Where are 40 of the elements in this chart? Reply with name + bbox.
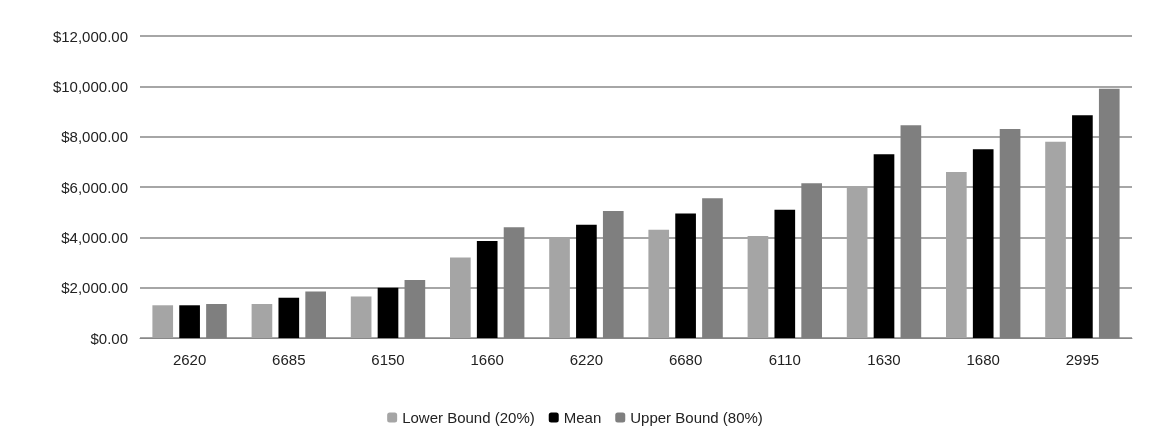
bar <box>450 257 471 338</box>
legend-label: Lower Bound (20%) <box>402 409 535 426</box>
bar <box>1045 141 1066 338</box>
bar <box>675 213 696 338</box>
legend-label: Upper Bound (80%) <box>630 409 763 426</box>
x-tick-label: 6150 <box>371 351 405 368</box>
y-tick-label: $6,000.00 <box>61 178 128 196</box>
x-tick-label: 6220 <box>569 351 604 368</box>
bar <box>774 209 796 338</box>
bar <box>648 229 670 338</box>
y-tick-label: $8,000.00 <box>61 128 128 146</box>
x-tick-label: 1660 <box>470 351 504 368</box>
bar <box>377 287 399 338</box>
legend-label: Mean <box>563 409 602 426</box>
bar <box>946 171 967 338</box>
bar <box>549 237 570 338</box>
x-tick-label: 6685 <box>272 351 306 368</box>
bar <box>873 154 895 338</box>
bar <box>1072 115 1093 338</box>
bar <box>251 304 273 338</box>
bar <box>576 224 597 338</box>
bar <box>350 296 372 338</box>
bar <box>152 305 174 338</box>
x-tick-label: 2620 <box>172 351 207 368</box>
y-tick-label: $2,000.00 <box>61 279 128 297</box>
x-tick-label: 6680 <box>668 351 703 368</box>
y-tick-label: $4,000.00 <box>61 228 128 246</box>
y-tick-label: $10,000.00 <box>52 77 128 95</box>
x-tick-label: 2995 <box>1065 351 1100 368</box>
bar <box>972 149 994 338</box>
x-tick-label: 6110 <box>768 351 801 368</box>
bar <box>278 297 300 338</box>
bar <box>747 236 769 338</box>
y-tick-label: $0.00 <box>90 329 128 347</box>
x-tick-label: 1630 <box>867 351 901 368</box>
x-tick-label: 1680 <box>966 351 1000 368</box>
y-tick-label: $12,000.00 <box>52 27 128 45</box>
bar <box>846 187 868 338</box>
bar <box>179 305 200 338</box>
bar <box>476 241 498 338</box>
